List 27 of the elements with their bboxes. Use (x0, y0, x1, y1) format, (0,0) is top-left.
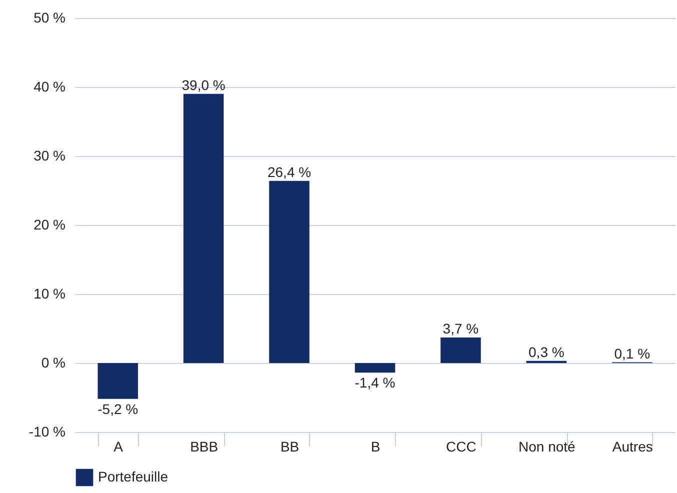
bar (98, 363, 138, 399)
y-tick-label: 30 % (34, 148, 66, 164)
data-label: 0,3 % (528, 344, 564, 360)
y-tick-label: -10 % (28, 424, 66, 440)
data-label: 0,1 % (614, 345, 650, 362)
y-tick-label: 0 % (41, 354, 66, 370)
x-tick-label: Autres (612, 438, 653, 454)
data-label: -1,4 % (354, 374, 396, 391)
y-tick-label: 20 % (34, 216, 66, 232)
x-tick-label: BBB (190, 438, 218, 454)
data-label: -5,2 % (98, 400, 138, 417)
x-tick-label: A (114, 438, 124, 454)
data-label: 26,4 % (267, 164, 312, 180)
y-tick-label: 50 % (34, 10, 66, 26)
bar (440, 337, 481, 363)
data-label: 39,0 % (182, 76, 226, 93)
y-tick-label: 40 % (34, 78, 66, 94)
y-tick-label: 10 % (34, 286, 66, 302)
x-tick-label: Non noté (518, 438, 576, 454)
bar (183, 94, 224, 363)
bar (269, 180, 310, 363)
legend-label: Portefeuille (98, 468, 168, 484)
x-tick-label: B (370, 438, 380, 454)
bar (354, 363, 396, 373)
data-label: 3,7 % (442, 320, 479, 336)
x-tick-label: CCC (446, 438, 476, 454)
x-tick-label: BB (280, 438, 300, 454)
